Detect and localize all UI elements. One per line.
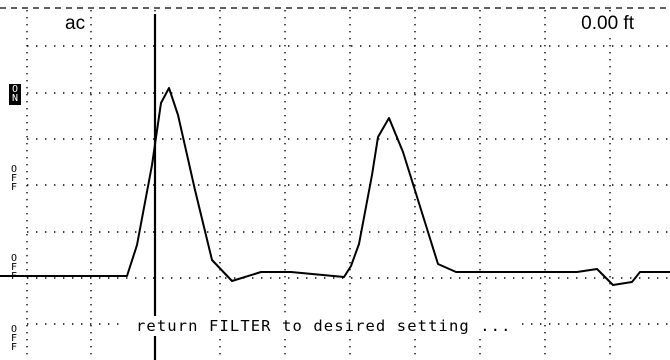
- side-tag-off[interactable]: O F F: [8, 324, 20, 353]
- side-tag-char: F: [10, 271, 18, 282]
- side-tag-char: F: [10, 262, 18, 273]
- side-tag-off[interactable]: O F F: [8, 253, 20, 282]
- waveform-trace: [0, 87, 670, 286]
- side-tag-char: O: [10, 164, 18, 175]
- graticule-grid: [0, 7, 670, 360]
- side-tag-on[interactable]: O N: [9, 84, 21, 105]
- side-tag-char: O: [10, 324, 18, 335]
- side-tag-char: O: [11, 84, 19, 95]
- side-tag-char: N: [11, 93, 19, 104]
- status-message: return FILTER to desired setting ...: [124, 316, 522, 336]
- distance-readout: 0.00 ft: [579, 13, 636, 34]
- side-tag-off[interactable]: O F F: [8, 164, 20, 193]
- side-tag-char: F: [10, 342, 18, 353]
- side-tag-char: F: [10, 333, 18, 344]
- channel-label: ac: [63, 13, 88, 34]
- side-tag-char: F: [10, 173, 18, 184]
- side-tag-char: F: [10, 182, 18, 193]
- side-tag-char: O: [10, 253, 18, 264]
